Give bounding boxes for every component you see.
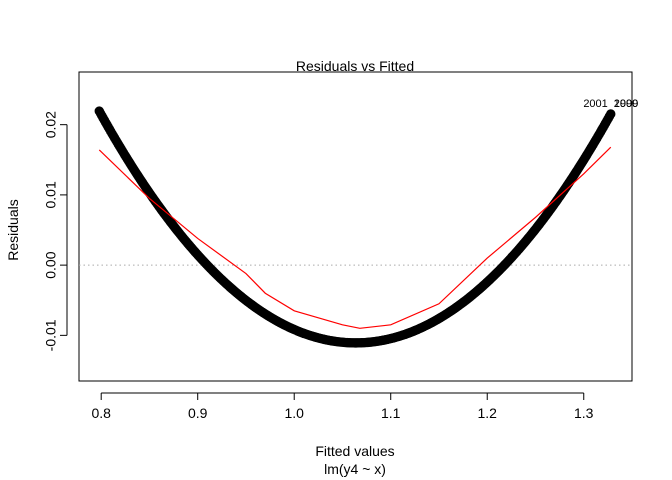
x-axis-label: Fitted values bbox=[315, 443, 394, 459]
chart-title: Residuals vs Fitted bbox=[296, 58, 414, 74]
x-tick-label: 0.9 bbox=[188, 405, 208, 421]
point-label: 2001 bbox=[583, 98, 607, 110]
residual-points bbox=[94, 106, 616, 348]
x-axis: 0.8 0.9 1.0 1.1 1.2 1.3 bbox=[91, 392, 594, 421]
y-tick-label: 0.02 bbox=[43, 111, 59, 138]
y-axis: -0.01 0.00 0.01 0.02 bbox=[43, 111, 68, 351]
smoother-line-group bbox=[98, 146, 612, 329]
x-tick-label: 1.1 bbox=[381, 405, 401, 421]
x-tick-label: 1.3 bbox=[574, 405, 594, 421]
y-tick-label: 0.01 bbox=[43, 181, 59, 208]
x-axis-sublabel: lm(y4 ~ x) bbox=[324, 461, 386, 477]
y-axis-label: Residuals bbox=[5, 199, 21, 260]
residual-point bbox=[606, 109, 616, 119]
plot-frame bbox=[78, 71, 633, 382]
x-tick-label: 1.0 bbox=[284, 405, 304, 421]
x-tick-label: 1.2 bbox=[478, 405, 498, 421]
smoother-line bbox=[98, 146, 612, 329]
y-tick-label: -0.01 bbox=[43, 319, 59, 351]
y-tick-label: 0.00 bbox=[43, 251, 59, 278]
point-label: 1999 bbox=[614, 98, 638, 110]
point-label: 2000 bbox=[614, 98, 638, 110]
x-tick-label: 0.8 bbox=[91, 405, 111, 421]
